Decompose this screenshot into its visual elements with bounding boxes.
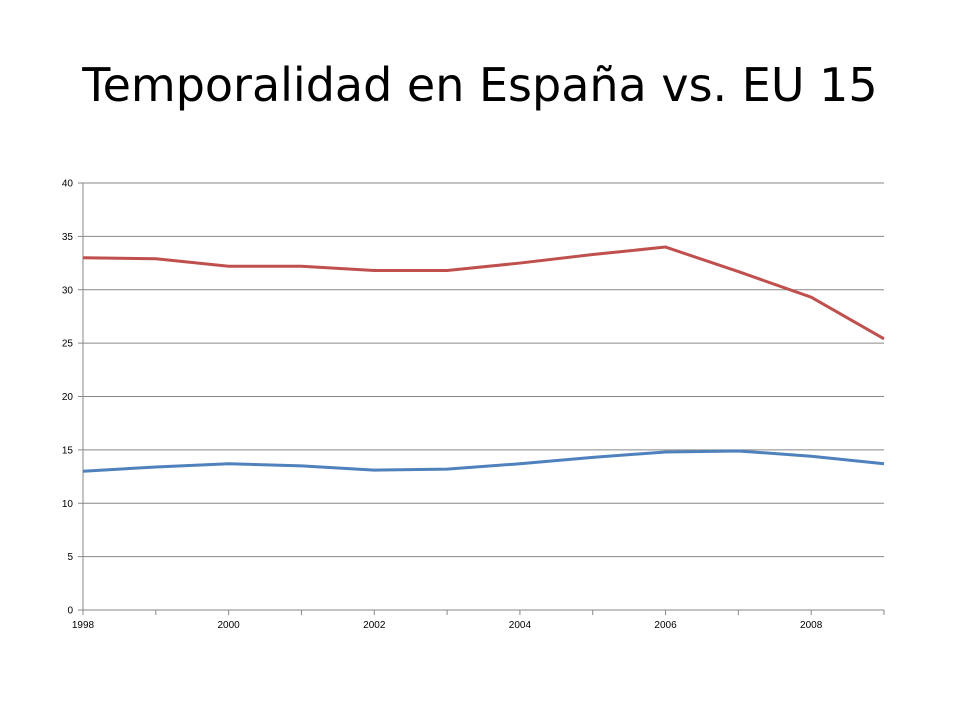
- series-line-1: [82, 245, 885, 341]
- x-axis-ticks: 1998 2000 2002 2004 2006 2008: [72, 610, 885, 631]
- y-tick-label: 30: [62, 285, 74, 296]
- x-tick-label: 2006: [654, 620, 677, 631]
- y-tick-label: 10: [62, 499, 74, 510]
- x-tick-label: 2000: [218, 620, 241, 631]
- y-tick-label: 15: [62, 445, 74, 456]
- series-line-2: [82, 449, 885, 473]
- series-lines: [82, 245, 885, 473]
- x-tick-label: 1998: [72, 620, 95, 631]
- x-tick-label: 2002: [363, 620, 386, 631]
- y-tick-label: 25: [62, 339, 74, 350]
- y-tick-label: 20: [62, 392, 74, 403]
- y-tick-label: 5: [67, 552, 73, 563]
- y-tick-label: 35: [62, 232, 74, 243]
- slide-title: Temporalidad en España vs. EU 15: [82, 58, 878, 112]
- y-tick-label: 40: [62, 179, 74, 190]
- x-tick-label: 2008: [800, 620, 823, 631]
- gridlines: [83, 182, 884, 558]
- x-tick-label: 2004: [509, 620, 532, 631]
- y-tick-label: 0: [67, 606, 73, 617]
- y-axis-ticks: 0 5 10 15 20 25 30 35 40: [62, 179, 83, 617]
